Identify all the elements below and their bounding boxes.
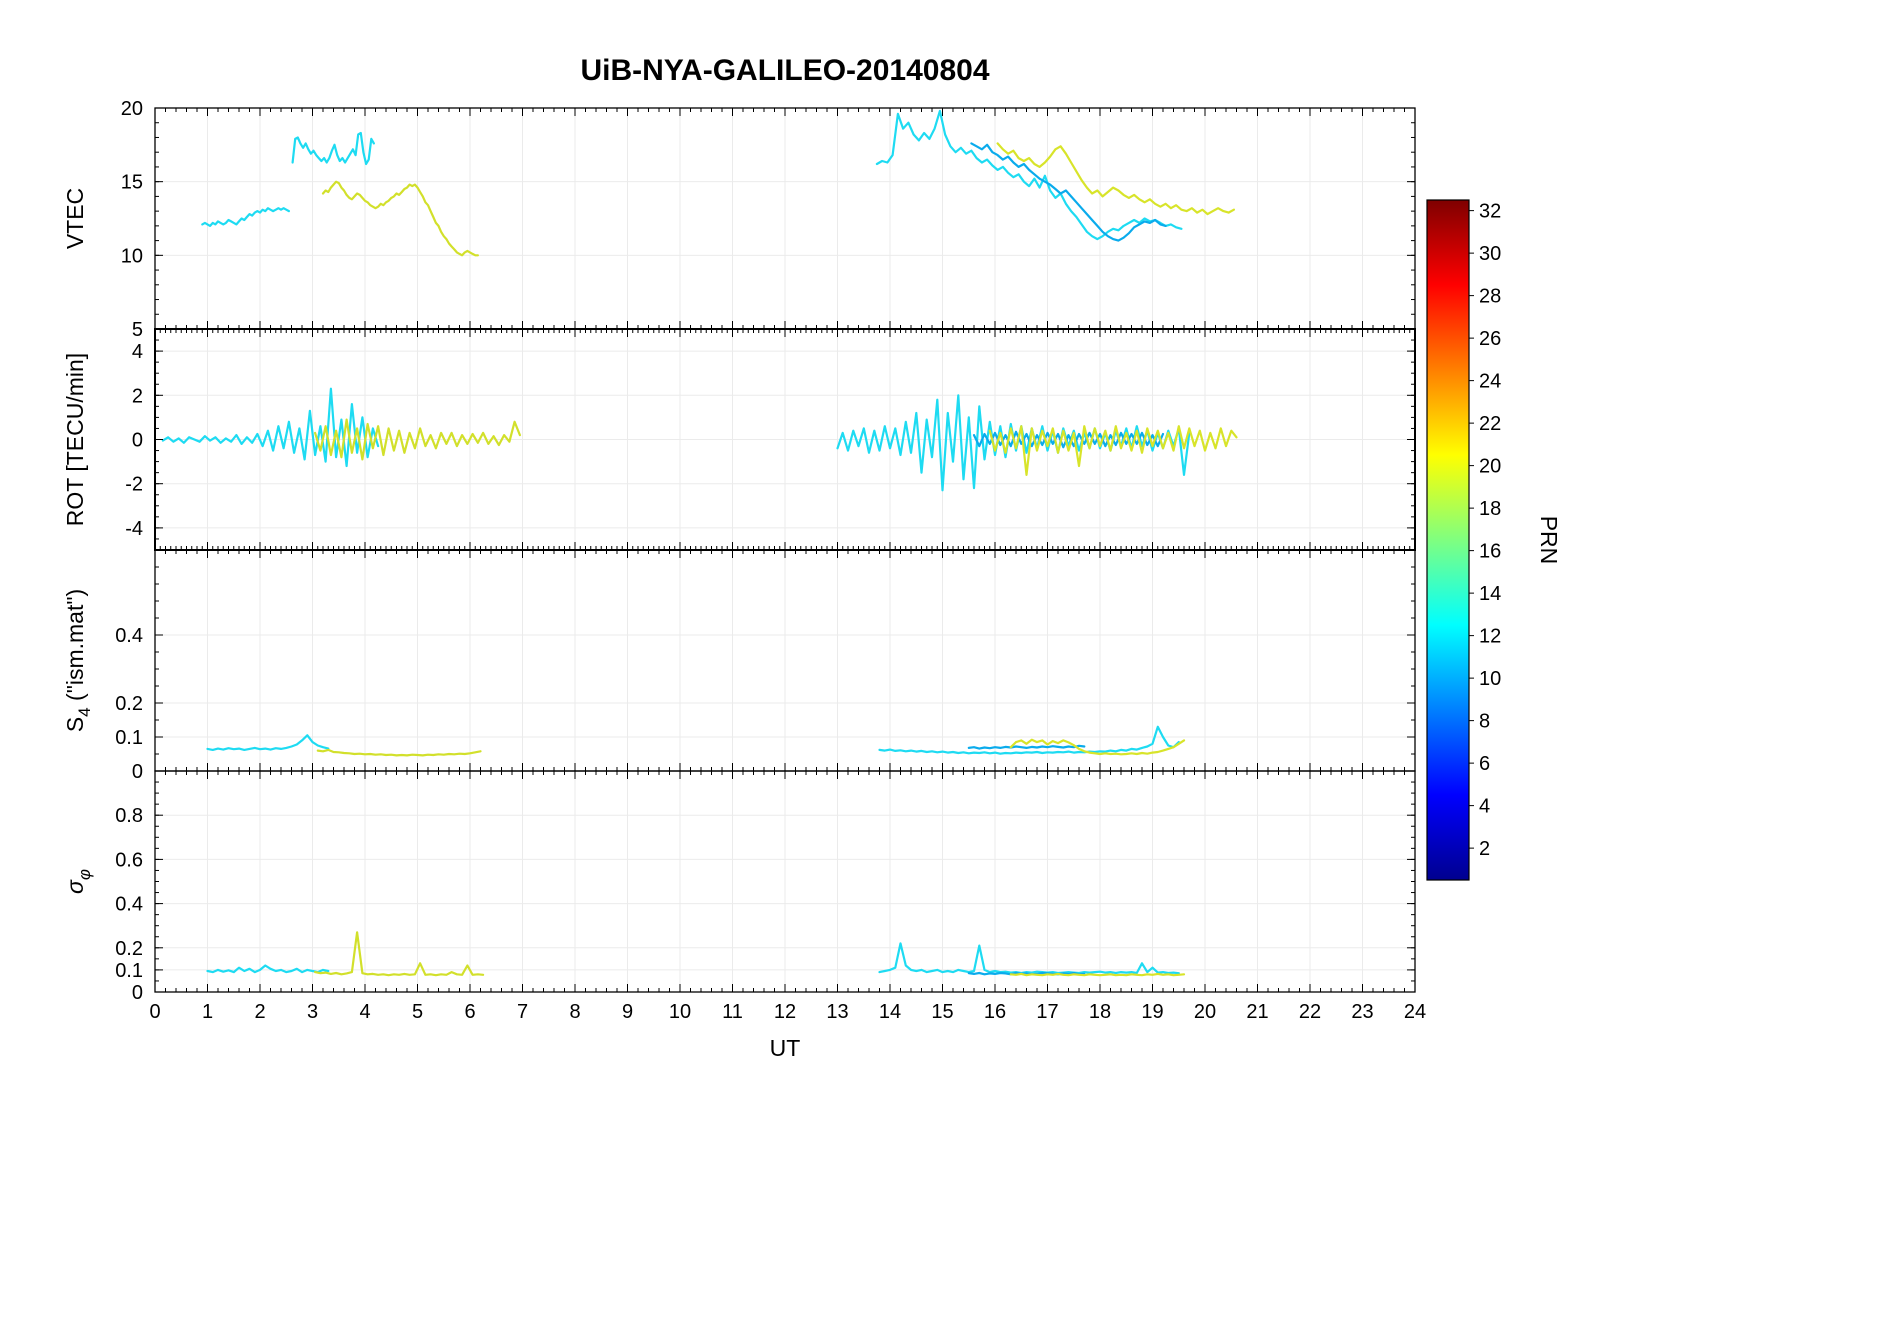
series-prn-19 <box>314 418 522 461</box>
ytick-label: 0 <box>132 761 143 783</box>
panel-vtec: 5 10 15 20 VTEC <box>62 98 1416 341</box>
ytick-label: 0.1 <box>115 727 143 749</box>
ytick-label: 0.4 <box>115 894 143 916</box>
colorbar <box>1426 199 1470 881</box>
xtick-label: 15 <box>931 1001 953 1023</box>
series-prn-19 <box>321 180 479 257</box>
xtick-label: 22 <box>1299 1001 1321 1023</box>
series-prn-10 <box>967 744 1086 750</box>
xtick-label: 18 <box>1089 1001 1111 1023</box>
ytick-label: 2 <box>132 385 143 407</box>
xtick-label: 0 <box>149 1001 160 1023</box>
ytick-label: 5 <box>132 319 143 341</box>
xtick-label: 6 <box>464 1001 475 1023</box>
ytick-label: 0.4 <box>115 625 143 647</box>
ytick-label: 0.2 <box>115 693 143 715</box>
colorbar-tick-label: 32 <box>1479 201 1501 223</box>
xtick-label: 13 <box>826 1001 848 1023</box>
colorbar-tick-label: 30 <box>1479 243 1501 265</box>
xtick-label: 24 <box>1404 1001 1426 1023</box>
xtick-label: 9 <box>622 1001 633 1023</box>
series-prn-12 <box>291 131 375 166</box>
series-prn-20 <box>1009 738 1186 756</box>
xtick-label: 16 <box>984 1001 1006 1023</box>
series-prn-12 <box>878 725 1180 755</box>
ytick-label: -2 <box>125 474 143 496</box>
ytick-label: 0 <box>132 430 143 452</box>
series-prn-12 <box>206 734 330 752</box>
panel-rot: -4 -2 0 2 4 ROT [TECU/min] <box>62 328 1416 551</box>
xtick-label: 11 <box>722 1001 743 1023</box>
xtick-label: 21 <box>1246 1001 1268 1023</box>
series-prn-12 <box>201 207 290 227</box>
xtick-label: 12 <box>774 1001 796 1023</box>
xtick-label: 4 <box>359 1001 370 1023</box>
ytick-label: -4 <box>125 518 143 540</box>
series-prn-10 <box>967 971 1086 976</box>
series-prn-12 <box>206 964 330 974</box>
ytick-label: 4 <box>132 341 143 363</box>
ylabel-vtec: VTEC <box>62 188 88 249</box>
xtick-label: 19 <box>1141 1001 1163 1023</box>
colorbar-tick-label: 12 <box>1479 626 1501 648</box>
colorbar-tick-label: 4 <box>1479 796 1490 818</box>
ytick-label: 0.8 <box>115 805 143 827</box>
colorbar-tick-label: 28 <box>1479 286 1501 308</box>
ytick-label: 15 <box>121 172 143 194</box>
series-prn-20 <box>988 425 1238 476</box>
series-prn-10 <box>970 142 1167 242</box>
colorbar-tick-label: 16 <box>1479 541 1501 563</box>
colorbar-tick-label: 2 <box>1479 838 1490 860</box>
ytick-label: 10 <box>121 245 143 267</box>
ylabel-sigma-phi: σφ <box>62 869 94 894</box>
xtick-label: 7 <box>517 1001 528 1023</box>
series-prn-19 <box>316 748 482 757</box>
colorbar-tick-label: 6 <box>1479 753 1490 775</box>
xtick-label: 23 <box>1351 1001 1373 1023</box>
xlabel: UT <box>770 1035 801 1061</box>
series-prn-12 <box>875 109 1183 241</box>
panel-s4: 0 0.1 0.2 0.4 S4 ("ism.mat") <box>62 549 1416 783</box>
series-prn-19 <box>314 931 485 977</box>
colorbar-tick-label: 22 <box>1479 413 1501 435</box>
colorbar-label: PRN <box>1536 516 1562 565</box>
ytick-label: 0 <box>132 982 143 1004</box>
chart-title: UiB-NYA-GALILEO-20140804 <box>580 54 990 87</box>
xtick-label: 17 <box>1036 1001 1058 1023</box>
xtick-label: 2 <box>254 1001 265 1023</box>
xtick-label: 20 <box>1194 1001 1216 1023</box>
colorbar-tick-label: 18 <box>1479 498 1501 520</box>
xtick-label: 3 <box>307 1001 318 1023</box>
ytick-label: 0.6 <box>115 849 143 871</box>
series-prn-20 <box>996 142 1236 216</box>
xtick-label: 1 <box>202 1001 213 1023</box>
colorbar-tick-label: 10 <box>1479 668 1501 690</box>
series-prn-12 <box>878 942 1180 975</box>
series-prn-12 <box>161 387 380 468</box>
ytick-label: 20 <box>121 98 143 120</box>
series-prn-10 <box>972 430 1165 449</box>
ylabel-rot: ROT [TECU/min] <box>62 353 88 526</box>
xtick-label: 8 <box>569 1001 580 1023</box>
xtick-label: 5 <box>412 1001 423 1023</box>
colorbar-tick-label: 14 <box>1479 583 1501 605</box>
series-prn-20 <box>1009 972 1186 977</box>
colorbar-tick-label: 24 <box>1479 371 1501 393</box>
colorbar-tick-label: 26 <box>1479 328 1501 350</box>
xtick-label: 14 <box>879 1001 901 1023</box>
colorbar-tick-label: 8 <box>1479 711 1490 733</box>
ytick-label: 0.2 <box>115 938 143 960</box>
ytick-label: 0.1 <box>115 960 143 982</box>
colorbar-tick-label: 20 <box>1479 456 1501 478</box>
ylabel-s4: S4 ("ism.mat") <box>62 589 94 732</box>
xtick-label: 10 <box>669 1001 691 1023</box>
panel-sigma-phi: 00.10.2 0.4 0.6 0.8 σφ <box>62 770 1416 1004</box>
